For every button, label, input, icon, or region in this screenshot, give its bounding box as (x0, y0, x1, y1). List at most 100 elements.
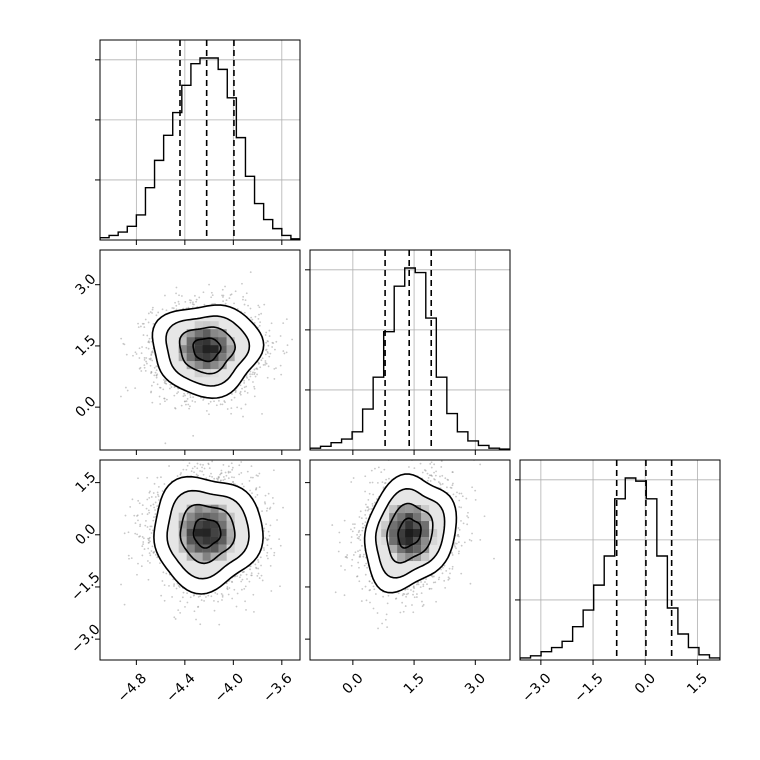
scatter-point (172, 307, 175, 310)
scatter-point (203, 467, 206, 470)
scatter-point (272, 469, 275, 472)
scatter-point (175, 286, 178, 289)
scatter-point (148, 491, 151, 494)
scatter-point (233, 302, 235, 305)
scatter-point (213, 477, 216, 480)
scatter-point (147, 509, 150, 512)
scatter-point (254, 375, 257, 378)
scatter-point (427, 441, 429, 443)
scatter-point (186, 592, 189, 595)
scatter-point (170, 386, 173, 388)
scatter-point (270, 322, 273, 325)
scatter-point (408, 466, 410, 468)
scatter-point (428, 588, 431, 590)
scatter-point (141, 554, 144, 557)
scatter-point (149, 525, 152, 528)
scatter-point (382, 486, 385, 489)
density-cell (194, 528, 203, 537)
scatter-point (370, 508, 373, 510)
scatter-point (157, 485, 160, 488)
scatter-point (168, 585, 170, 587)
scatter-point (258, 306, 261, 309)
scatter-point (213, 599, 215, 602)
scatter-point (191, 306, 194, 309)
scatter-point (244, 390, 246, 393)
scatter-point (356, 537, 359, 540)
scatter-point (185, 400, 188, 403)
density-cell (413, 553, 422, 562)
scatter-point (374, 467, 376, 470)
scatter-point (150, 340, 153, 343)
scatter-point (146, 498, 149, 501)
scatter-point (268, 335, 271, 337)
scatter-point (258, 324, 261, 327)
scatter-point (249, 370, 252, 373)
density-cell (226, 536, 235, 545)
scatter-point (260, 312, 263, 315)
scatter-point (250, 476, 252, 479)
scatter-point (224, 401, 226, 404)
scatter-point (248, 378, 250, 381)
scatter-point (352, 554, 355, 556)
scatter-point (272, 502, 275, 505)
scatter-point (405, 593, 408, 596)
scatter-point (149, 490, 151, 493)
scatter-point (440, 460, 443, 463)
scatter-point (399, 457, 401, 459)
scatter-point (266, 551, 269, 554)
scatter-point (240, 472, 243, 474)
scatter-point (218, 399, 220, 402)
scatter-point (138, 357, 141, 359)
scatter-point (189, 396, 192, 399)
scatter-point (291, 338, 293, 341)
scatter-point (253, 371, 256, 374)
scatter-point (248, 480, 251, 482)
density-cell (178, 512, 187, 521)
scatter-point (269, 506, 272, 509)
scatter-point (235, 390, 237, 392)
scatter-point (196, 462, 199, 465)
scatter-point (271, 346, 274, 348)
scatter-point (142, 541, 145, 543)
scatter-point (264, 360, 267, 362)
scatter-point (283, 352, 286, 355)
scatter-point (466, 515, 469, 517)
scatter-point (256, 574, 259, 577)
scatter-point (181, 596, 184, 599)
scatter-point (125, 353, 128, 356)
scatter-point (147, 312, 150, 315)
density-cell (421, 513, 430, 522)
scatter-point (444, 586, 447, 589)
scatter-point (253, 387, 256, 390)
scatter-point (205, 409, 208, 412)
scatter-point (344, 568, 346, 571)
scatter-point (419, 586, 422, 589)
scatter-point (182, 468, 185, 471)
scatter-point (360, 517, 363, 520)
scatter-point (364, 514, 367, 516)
scatter-point (448, 567, 451, 570)
scatter-point (364, 509, 367, 512)
scatter-point (150, 525, 153, 528)
scatter-point (208, 413, 210, 416)
density-cell (218, 361, 227, 370)
scatter-point (364, 490, 367, 493)
scatter-point (150, 550, 153, 552)
scatter-point (451, 554, 454, 556)
scatter-point (338, 531, 341, 534)
scatter-point (146, 476, 149, 479)
scatter-point (230, 462, 233, 465)
contour-line-3 (166, 489, 250, 580)
scatter-point (470, 539, 473, 542)
scatter-point (220, 479, 222, 482)
scatter-point (175, 292, 177, 295)
x-tick-label: 1.5 (684, 670, 711, 697)
scatter-point (173, 616, 176, 619)
scatter-point (429, 480, 432, 482)
density-cell (202, 504, 211, 513)
y-tick-label: 1.5 (72, 469, 99, 496)
scatter-point (133, 514, 136, 517)
scatter-point (456, 491, 458, 494)
scatter-point (268, 534, 271, 537)
scatter-point (159, 562, 161, 565)
